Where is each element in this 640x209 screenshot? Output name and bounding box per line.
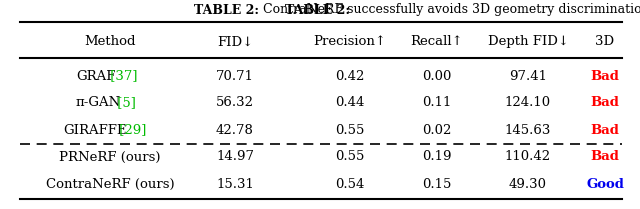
- Text: Good: Good: [586, 177, 624, 190]
- Text: PRNeRF (ours): PRNeRF (ours): [60, 150, 161, 163]
- Text: 0.55: 0.55: [335, 150, 365, 163]
- Text: Bad: Bad: [591, 70, 620, 83]
- Text: Bad: Bad: [591, 97, 620, 110]
- Text: GIRAFFE: GIRAFFE: [64, 124, 127, 136]
- Text: [37]: [37]: [106, 70, 138, 83]
- Text: FID↓: FID↓: [217, 36, 253, 48]
- Text: 14.97: 14.97: [216, 150, 254, 163]
- Text: 0.55: 0.55: [335, 124, 365, 136]
- Text: 0.15: 0.15: [422, 177, 452, 190]
- Text: 124.10: 124.10: [505, 97, 551, 110]
- Text: 49.30: 49.30: [509, 177, 547, 190]
- Text: ContraNeRF successfully avoids 3D geometry discrimination.: ContraNeRF successfully avoids 3D geomet…: [263, 4, 640, 17]
- Text: 3D: 3D: [595, 36, 614, 48]
- Text: [5]: [5]: [113, 97, 136, 110]
- Text: 0.02: 0.02: [422, 124, 452, 136]
- Text: Precision↑: Precision↑: [314, 36, 387, 48]
- Text: 145.63: 145.63: [505, 124, 551, 136]
- Text: π-GAN: π-GAN: [76, 97, 121, 110]
- Text: 42.78: 42.78: [216, 124, 254, 136]
- Text: 97.41: 97.41: [509, 70, 547, 83]
- Text: TABLE 2:: TABLE 2:: [285, 4, 355, 17]
- Text: 0.19: 0.19: [422, 150, 452, 163]
- Text: 0.11: 0.11: [422, 97, 452, 110]
- Text: 110.42: 110.42: [505, 150, 551, 163]
- Text: 56.32: 56.32: [216, 97, 254, 110]
- Text: Bad: Bad: [591, 150, 620, 163]
- Text: 0.00: 0.00: [422, 70, 452, 83]
- Text: Recall↑: Recall↑: [411, 36, 463, 48]
- Text: 0.42: 0.42: [335, 70, 365, 83]
- Text: ContraNeRF (ours): ContraNeRF (ours): [45, 177, 174, 190]
- Text: GRAF: GRAF: [76, 70, 115, 83]
- Text: 0.44: 0.44: [335, 97, 365, 110]
- Text: 15.31: 15.31: [216, 177, 254, 190]
- Text: [29]: [29]: [115, 124, 146, 136]
- Text: 0.54: 0.54: [335, 177, 365, 190]
- Text: Depth FID↓: Depth FID↓: [488, 36, 568, 48]
- Text: Method: Method: [84, 36, 136, 48]
- Text: 70.71: 70.71: [216, 70, 254, 83]
- Text: TABLE 2:: TABLE 2:: [194, 4, 263, 17]
- Text: Bad: Bad: [591, 124, 620, 136]
